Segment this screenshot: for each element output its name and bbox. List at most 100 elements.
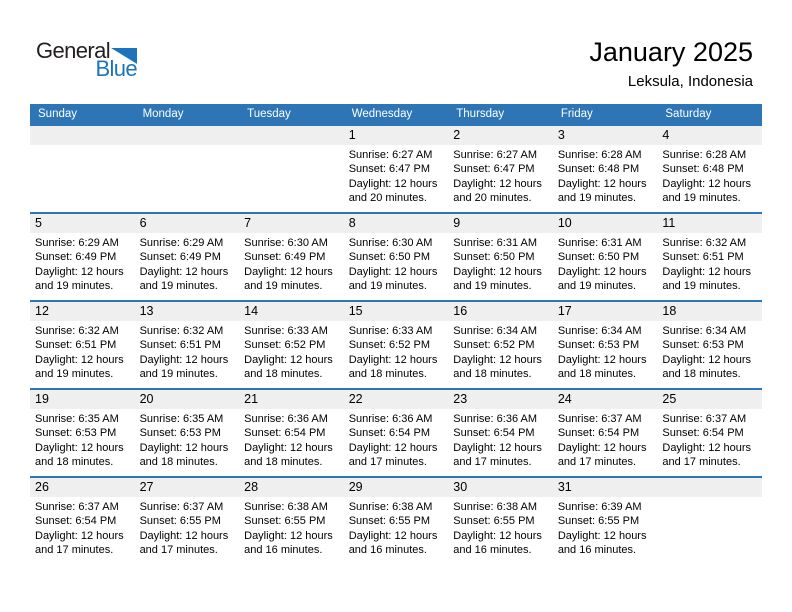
day-detail-line: and 16 minutes. (244, 544, 323, 557)
day-cell-11: 11 Sunrise: 6:32 AM Sunset: 6:51 PM Dayligh… (657, 212, 762, 301)
day-detail-line: and 16 minutes. (453, 544, 532, 557)
day-details: Sunrise: 6:31 AM Sunset: 6:50 PM Daylight:… (448, 233, 553, 294)
day-detail-line: Sunrise: 6:37 AM (139, 501, 224, 513)
calendar-body: 1 Sunrise: 6:27 AM Sunset: 6:47 PM Daylight… (30, 124, 762, 565)
day-details: Sunrise: 6:32 AM Sunset: 6:51 PM Daylight:… (30, 321, 135, 382)
day-detail-line: Daylight: 12 hours (557, 353, 647, 366)
day-detail-line: Sunrise: 6:35 AM (139, 413, 224, 425)
day-cell-10: 10 Sunrise: 6:31 AM Sunset: 6:50 PM Dayligh… (552, 212, 658, 301)
day-details: Sunrise: 6:34 AM Sunset: 6:53 PM Daylight:… (553, 321, 658, 382)
day-detail-line: Sunset: 6:47 PM (453, 163, 535, 176)
day-number: 19 (30, 390, 135, 409)
day-cell-16: 16 Sunrise: 6:34 AM Sunset: 6:52 PM Dayligh… (448, 300, 553, 389)
day-detail-line: Daylight: 12 hours (557, 177, 647, 190)
day-detail-line: Daylight: 12 hours (35, 529, 124, 542)
day-detail-line: Sunrise: 6:28 AM (662, 149, 747, 161)
day-detail-line: Daylight: 12 hours (348, 441, 438, 454)
weekday-header-saturday: Saturday (657, 104, 762, 125)
day-cell-23: 23 Sunrise: 6:36 AM Sunset: 6:54 PM Dayligh… (448, 388, 553, 477)
day-detail-line: Daylight: 12 hours (453, 441, 542, 454)
day-detail-line: Sunset: 6:47 PM (348, 163, 431, 176)
day-number: 22 (343, 390, 449, 409)
week-row-1: 1 Sunrise: 6:27 AM Sunset: 6:47 PM Daylight… (30, 124, 762, 213)
day-detail-line: Sunset: 6:52 PM (244, 339, 326, 352)
logo-general-text: General (36, 38, 111, 63)
day-detail-line: Sunrise: 6:30 AM (348, 237, 433, 249)
day-details: Sunrise: 6:36 AM Sunset: 6:54 PM Daylight:… (239, 409, 344, 470)
day-details: Sunrise: 6:38 AM Sunset: 6:55 PM Daylight:… (448, 497, 553, 558)
day-cell-24: 24 Sunrise: 6:37 AM Sunset: 6:54 PM Dayligh… (552, 388, 658, 477)
day-detail-line: Sunset: 6:54 PM (453, 427, 535, 440)
day-detail-line: Sunrise: 6:31 AM (453, 237, 538, 249)
day-number: 21 (239, 390, 344, 409)
day-detail-line: and 18 minutes. (35, 456, 114, 469)
day-detail-line: Daylight: 12 hours (662, 265, 752, 278)
day-detail-line: Daylight: 12 hours (244, 353, 333, 366)
day-cell-17: 17 Sunrise: 6:34 AM Sunset: 6:53 PM Dayligh… (552, 300, 658, 389)
day-details: Sunrise: 6:36 AM Sunset: 6:54 PM Daylight:… (448, 409, 553, 470)
day-detail-line: Sunset: 6:51 PM (662, 251, 744, 264)
day-detail-line: Sunset: 6:52 PM (453, 339, 535, 352)
week-row-4: 19 Sunrise: 6:35 AM Sunset: 6:53 PM Dayligh… (30, 388, 762, 477)
day-detail-line: Daylight: 12 hours (348, 353, 438, 366)
day-detail-line: Sunrise: 6:36 AM (244, 413, 328, 425)
day-details: Sunrise: 6:38 AM Sunset: 6:55 PM Daylight:… (239, 497, 344, 558)
day-number: 13 (134, 302, 240, 321)
day-detail-line: Sunset: 6:53 PM (35, 427, 117, 440)
day-number: 20 (134, 390, 240, 409)
day-cell-12: 12 Sunrise: 6:32 AM Sunset: 6:51 PM Dayligh… (30, 300, 135, 389)
day-detail-line: Sunrise: 6:37 AM (662, 413, 747, 425)
day-number: 3 (552, 126, 658, 145)
day-cell-2: 2 Sunrise: 6:27 AM Sunset: 6:47 PM Daylight… (448, 124, 553, 213)
day-detail-line: Sunrise: 6:32 AM (662, 237, 747, 249)
day-number: 23 (448, 390, 553, 409)
day-detail-line: and 19 minutes. (557, 280, 637, 293)
day-cell-18: 18 Sunrise: 6:34 AM Sunset: 6:53 PM Dayligh… (657, 300, 762, 389)
day-detail-line: Sunset: 6:51 PM (35, 339, 117, 352)
day-details: Sunrise: 6:27 AM Sunset: 6:47 PM Daylight:… (448, 145, 553, 206)
day-cell-19: 19 Sunrise: 6:35 AM Sunset: 6:53 PM Dayligh… (30, 388, 135, 477)
day-number: 15 (343, 302, 449, 321)
day-detail-line: Daylight: 12 hours (244, 441, 333, 454)
day-detail-line: Sunset: 6:55 PM (139, 515, 221, 528)
day-detail-line: and 18 minutes. (244, 368, 323, 381)
day-cell-6: 6 Sunrise: 6:29 AM Sunset: 6:49 PM Daylight… (134, 212, 240, 301)
day-details: Sunrise: 6:30 AM Sunset: 6:50 PM Daylight:… (344, 233, 449, 294)
day-detail-line: and 19 minutes. (453, 280, 532, 293)
day-cell-26: 26 Sunrise: 6:37 AM Sunset: 6:54 PM Dayligh… (30, 476, 135, 565)
empty-day-cell (134, 124, 240, 213)
day-number-empty (657, 478, 762, 497)
day-cell-5: 5 Sunrise: 6:29 AM Sunset: 6:49 PM Daylight… (30, 212, 135, 301)
day-number: 31 (552, 478, 658, 497)
day-details: Sunrise: 6:34 AM Sunset: 6:53 PM Daylight:… (657, 321, 762, 382)
day-cell-30: 30 Sunrise: 6:38 AM Sunset: 6:55 PM Dayligh… (448, 476, 553, 565)
day-detail-line: and 16 minutes. (348, 544, 427, 557)
day-detail-line: Sunset: 6:48 PM (662, 163, 744, 176)
day-detail-line: and 19 minutes. (139, 368, 218, 381)
day-detail-line: Daylight: 12 hours (453, 529, 542, 542)
day-detail-line: Daylight: 12 hours (453, 265, 542, 278)
day-detail-line: Sunrise: 6:38 AM (244, 501, 328, 513)
day-cell-28: 28 Sunrise: 6:38 AM Sunset: 6:55 PM Dayligh… (239, 476, 344, 565)
day-detail-line: Daylight: 12 hours (557, 265, 647, 278)
day-detail-line: and 16 minutes. (557, 544, 637, 557)
day-detail-line: and 17 minutes. (139, 544, 218, 557)
day-cell-25: 25 Sunrise: 6:37 AM Sunset: 6:54 PM Dayligh… (657, 388, 762, 477)
day-detail-line: and 17 minutes. (662, 456, 741, 469)
day-detail-line: and 20 minutes. (453, 192, 532, 205)
day-number: 27 (134, 478, 240, 497)
day-detail-line: and 18 minutes. (348, 368, 427, 381)
day-detail-line: Daylight: 12 hours (453, 353, 542, 366)
day-detail-line: Sunrise: 6:36 AM (453, 413, 538, 425)
day-detail-line: Sunrise: 6:33 AM (348, 325, 433, 337)
day-details: Sunrise: 6:28 AM Sunset: 6:48 PM Daylight:… (553, 145, 658, 206)
weekday-header-friday: Friday (552, 104, 658, 125)
day-detail-line: Daylight: 12 hours (662, 353, 752, 366)
day-cell-13: 13 Sunrise: 6:32 AM Sunset: 6:51 PM Dayligh… (134, 300, 240, 389)
day-detail-line: Sunset: 6:55 PM (557, 515, 640, 528)
day-detail-line: Sunset: 6:53 PM (557, 339, 640, 352)
day-details: Sunrise: 6:27 AM Sunset: 6:47 PM Daylight:… (344, 145, 449, 206)
day-number: 29 (343, 478, 449, 497)
day-detail-line: Sunset: 6:54 PM (244, 427, 326, 440)
title-block: January 2025 Leksula, Indonesia (589, 36, 753, 91)
